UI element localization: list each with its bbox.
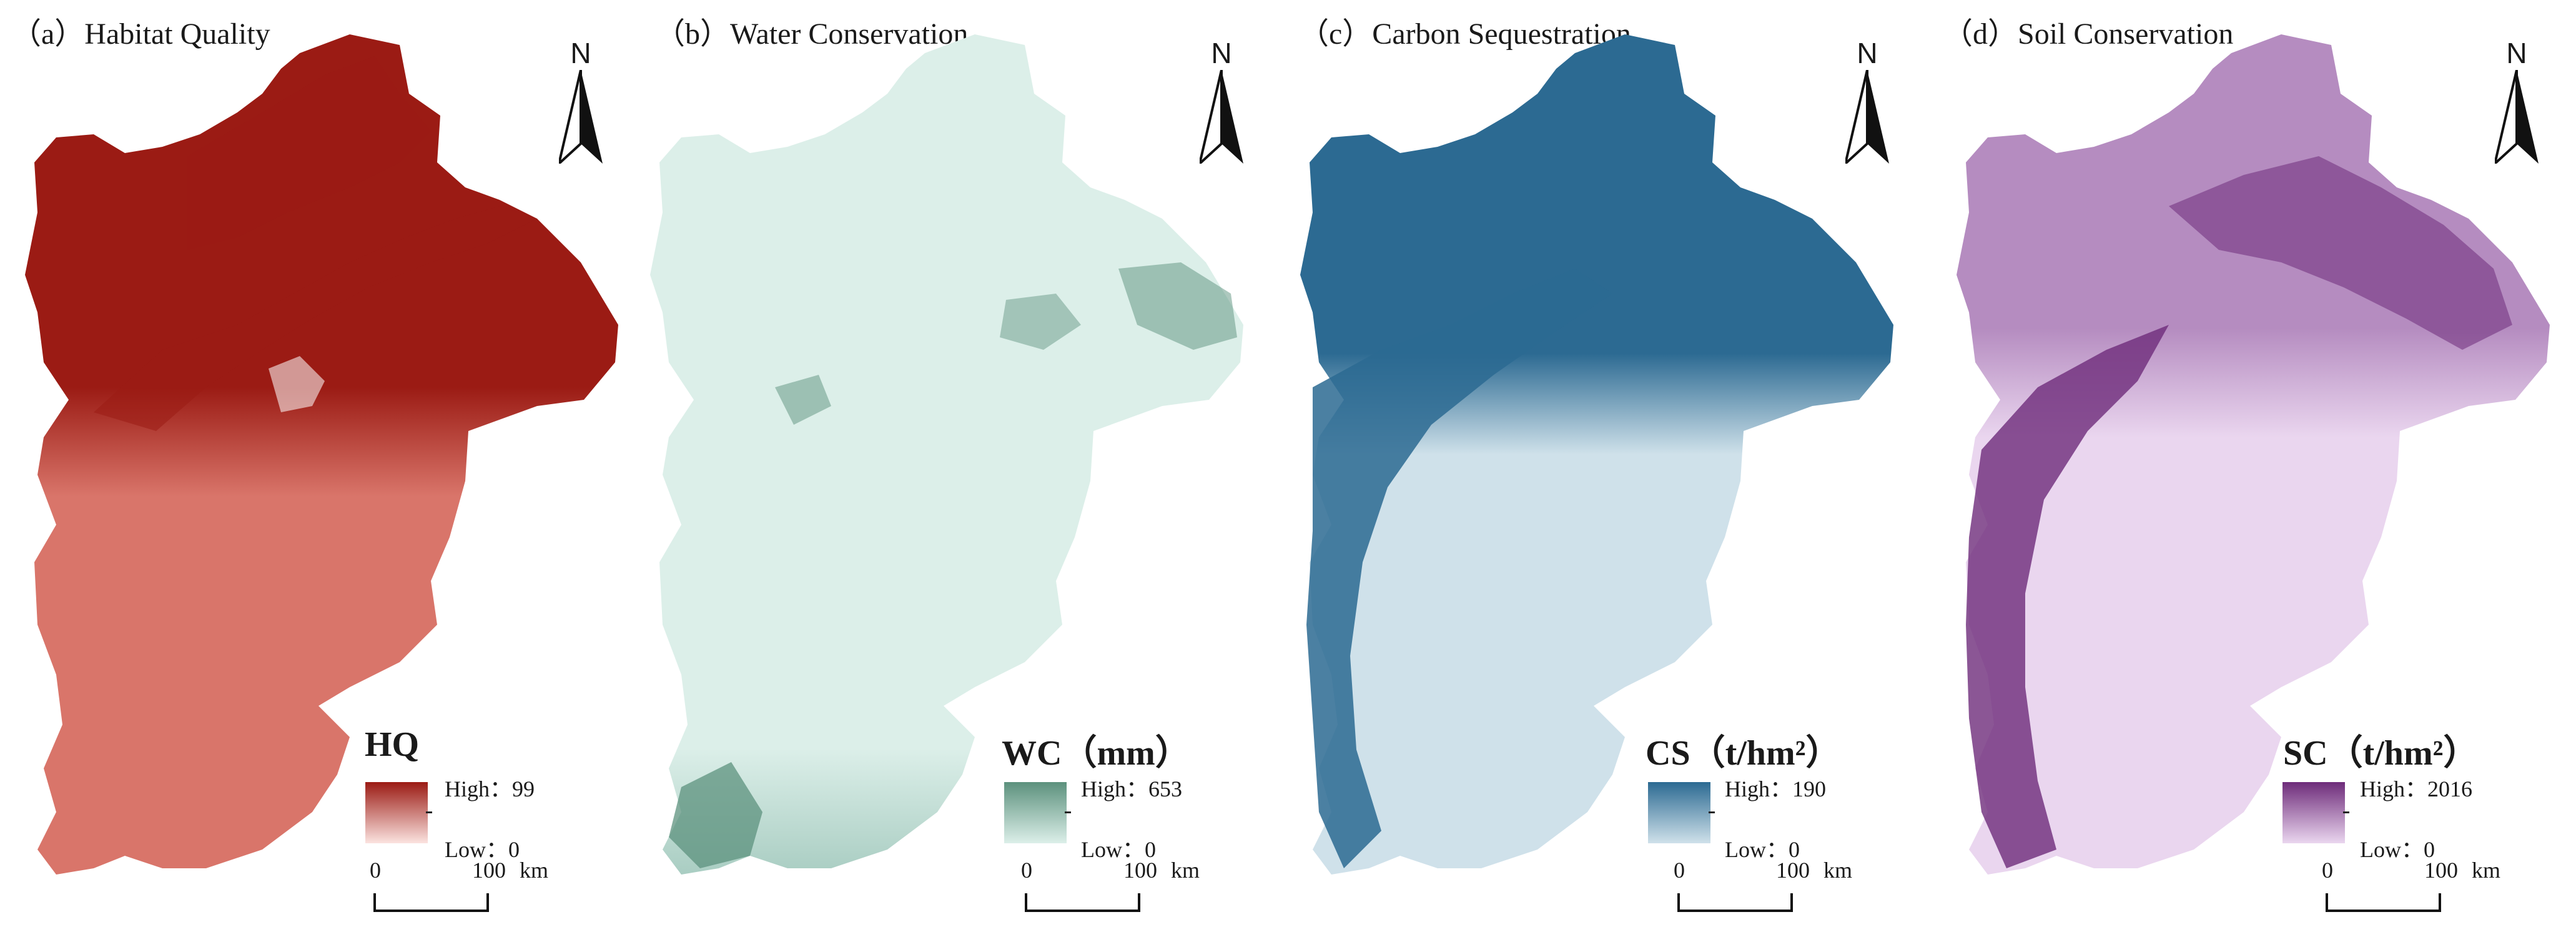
- scale-end-label: 100: [472, 858, 506, 883]
- scale-end-label: 100: [1776, 858, 1810, 883]
- legend-low-label: Low：0: [2360, 837, 2435, 862]
- mountain-band-north: [187, 56, 431, 250]
- map-carbon-sequestration: [1300, 34, 1893, 875]
- scale-zero-label: 0: [370, 858, 381, 883]
- panel-title: （a）Habitat Quality: [11, 17, 270, 51]
- legend-title: CS（t/hm²）: [1646, 734, 1841, 773]
- high-patch-west: [775, 375, 831, 425]
- north-arrow: N: [1839, 39, 1895, 164]
- panel-soil-conservation: （d）Soil Conservation N SC（t/hm²） High：20…: [1932, 0, 2575, 937]
- legend-title: WC（mm）: [1002, 734, 1190, 773]
- scale-unit-label: km: [1171, 858, 1200, 883]
- mountain-band: [94, 206, 537, 431]
- scale-bar: [1025, 893, 1140, 912]
- forest-band-west: [1306, 269, 1612, 868]
- region-shape: [1300, 34, 1893, 875]
- legend-low-label: Low：0: [1081, 837, 1156, 862]
- north-arrow: N: [553, 39, 609, 164]
- panel-habitat-quality: （a）Habitat Quality N HQ High：99 Low：0 0 …: [0, 0, 644, 937]
- scale-zero-label: 0: [2322, 858, 2333, 883]
- urban-patch: [269, 356, 325, 412]
- scale-end-label: 100: [1123, 858, 1157, 883]
- north-letter: N: [1857, 37, 1878, 69]
- north-arrow-icon: [559, 70, 603, 164]
- panel-water-conservation: （b）Water Conservation N WC（mm） High：653 …: [644, 0, 1288, 937]
- legend-tick: [2343, 811, 2349, 813]
- north-arrow-icon: [1845, 70, 1889, 164]
- scale-zero-label: 0: [1674, 858, 1685, 883]
- legend-title: HQ: [365, 725, 420, 764]
- legend-gradient-bar: [1004, 782, 1067, 843]
- north-letter: N: [2506, 37, 2527, 69]
- north-arrow-icon: [2495, 70, 2539, 164]
- north-arrow: N: [1193, 39, 1250, 164]
- north-letter: N: [570, 37, 591, 69]
- legend-tick: [1065, 811, 1071, 813]
- high-patch-east: [1118, 262, 1237, 350]
- erosion-band-west: [1966, 325, 2169, 868]
- high-patch-center: [1000, 294, 1081, 350]
- legend-high-label: High：2016: [2360, 776, 2473, 801]
- legend-high-label: High：99: [445, 776, 535, 801]
- legend-low-label: Low：0: [1725, 837, 1800, 862]
- legend-gradient-bar: [1648, 782, 1710, 843]
- scale-unit-label: km: [1823, 858, 1853, 883]
- north-arrow: N: [2489, 39, 2545, 164]
- legend-low-label: Low：0: [445, 837, 520, 862]
- panel-title: （c）Carbon Sequestration: [1299, 17, 1631, 51]
- scale-bar: [1677, 893, 1793, 912]
- legend-high-label: High：653: [1081, 776, 1183, 801]
- legend-tick: [426, 811, 432, 813]
- north-arrow-icon: [1200, 70, 1243, 164]
- panel-title: （b）Water Conservation: [655, 17, 969, 51]
- panel-title: （d）Soil Conservation: [1943, 17, 2234, 51]
- high-patch-southwest: [669, 762, 762, 868]
- legend-gradient-bar: [2282, 782, 2345, 843]
- north-letter: N: [1211, 37, 1232, 69]
- scale-unit-label: km: [520, 858, 549, 883]
- map-water-conservation: [650, 34, 1243, 875]
- scale-unit-label: km: [2472, 858, 2501, 883]
- legend-title: SC（t/hm²）: [2283, 734, 2479, 773]
- panel-carbon-sequestration: （c）Carbon Sequestration N CS（t/hm²） High…: [1288, 0, 1932, 937]
- scale-end-label: 100: [2424, 858, 2458, 883]
- legend-gradient-bar: [365, 782, 428, 843]
- map-soil-conservation: [1957, 34, 2550, 875]
- legend-high-label: High：190: [1725, 776, 1827, 801]
- scale-zero-label: 0: [1021, 858, 1032, 883]
- scale-bar: [2326, 893, 2441, 912]
- scale-bar: [373, 893, 489, 912]
- legend-tick: [1709, 811, 1715, 813]
- region-shape: [650, 34, 1243, 875]
- erosion-band-north: [2169, 156, 2512, 350]
- map-habitat-quality: [25, 34, 618, 875]
